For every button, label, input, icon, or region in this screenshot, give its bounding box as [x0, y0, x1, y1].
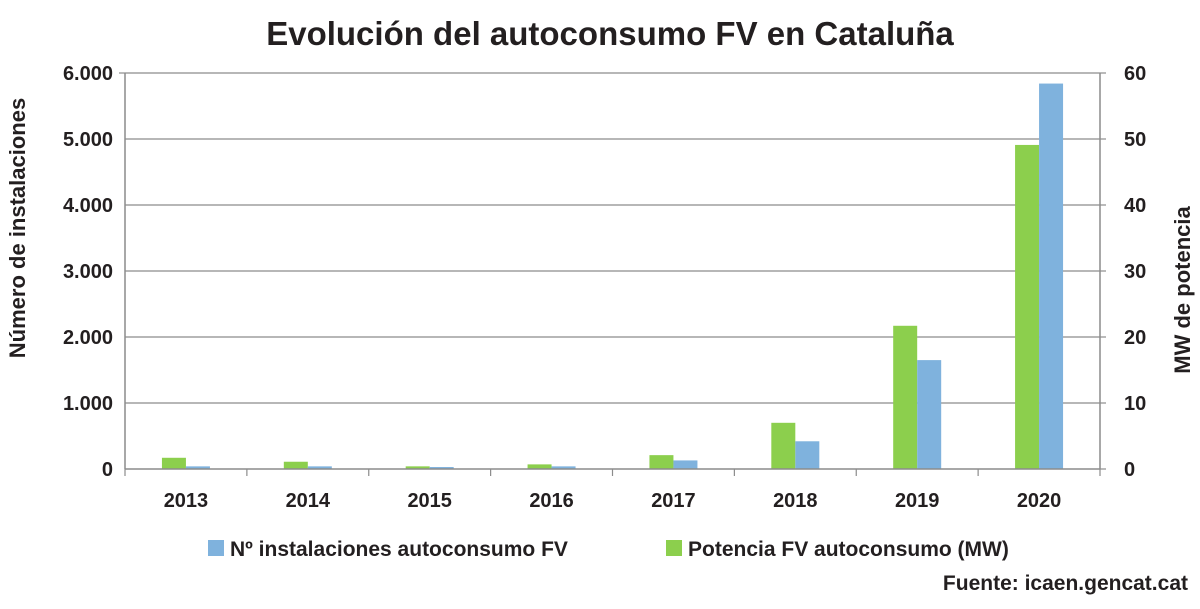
right-axis-ticks: 0 10 20 30 40 50 60 — [1100, 63, 1146, 481]
bar-installations-2017 — [673, 460, 698, 469]
left-axis-ticks: 0 1.000 2.000 3.000 4.000 5.000 6.000 — [63, 63, 113, 481]
left-axis-label: Número de instalaciones — [5, 98, 30, 358]
left-tick-label: 5.000 — [63, 129, 113, 151]
x-tick-label: 2014 — [286, 490, 331, 512]
bar-power-2018 — [771, 422, 796, 469]
left-tick-label: 2.000 — [63, 327, 113, 349]
bar-installations-2018 — [795, 441, 820, 469]
left-tick-label: 1.000 — [63, 393, 113, 415]
left-tick-label: 3.000 — [63, 261, 113, 283]
right-tick-label: 30 — [1124, 261, 1146, 283]
bars — [161, 83, 1064, 469]
x-tick-label: 2019 — [895, 490, 940, 512]
bar-power-2020 — [1015, 144, 1040, 469]
chart-title: Evolución del autoconsumo FV en Cataluña — [266, 15, 954, 52]
bar-power-2015 — [405, 466, 430, 469]
x-tick-label: 2013 — [164, 490, 209, 512]
axes — [119, 72, 1101, 476]
category-labels: 2013 2014 2015 2016 2017 2018 2019 2020 — [164, 490, 1062, 512]
x-tick-label: 2018 — [773, 490, 818, 512]
right-tick-label: 40 — [1124, 195, 1146, 217]
bar-power-2013 — [161, 457, 186, 469]
bar-power-2019 — [893, 325, 918, 469]
x-tick-label: 2020 — [1017, 490, 1062, 512]
source-note: Fuente: icaen.gencat.cat — [943, 572, 1188, 595]
right-tick-label: 60 — [1124, 63, 1146, 85]
x-tick-label: 2017 — [651, 490, 696, 512]
bar-installations-2020 — [1039, 83, 1064, 469]
right-tick-label: 0 — [1124, 459, 1135, 481]
bar-power-2016 — [527, 464, 552, 469]
right-tick-label: 20 — [1124, 327, 1146, 349]
bar-installations-2014 — [307, 466, 332, 469]
bar-installations-2013 — [185, 466, 210, 469]
bar-installations-2019 — [917, 360, 942, 469]
bar-installations-2016 — [551, 466, 576, 469]
right-tick-label: 10 — [1124, 393, 1146, 415]
legend-swatch-installations — [208, 540, 224, 556]
right-axis-label: MW de potencia — [1170, 206, 1195, 374]
x-tick-label: 2016 — [529, 490, 574, 512]
right-tick-label: 50 — [1124, 129, 1146, 151]
x-tick-label: 2015 — [407, 490, 452, 512]
legend: Nº instalaciones autoconsumo FV Potencia… — [208, 538, 1009, 561]
legend-swatch-power — [666, 540, 682, 556]
bar-power-2014 — [283, 461, 308, 469]
left-tick-label: 0 — [102, 459, 113, 481]
gridlines — [125, 72, 1100, 404]
left-tick-label: 4.000 — [63, 195, 113, 217]
bar-power-2017 — [649, 455, 674, 469]
legend-label-installations: Nº instalaciones autoconsumo FV — [230, 538, 568, 561]
bar-installations-2015 — [429, 467, 454, 469]
legend-label-power: Potencia FV autoconsumo (MW) — [688, 538, 1009, 561]
left-tick-label: 6.000 — [63, 63, 113, 85]
